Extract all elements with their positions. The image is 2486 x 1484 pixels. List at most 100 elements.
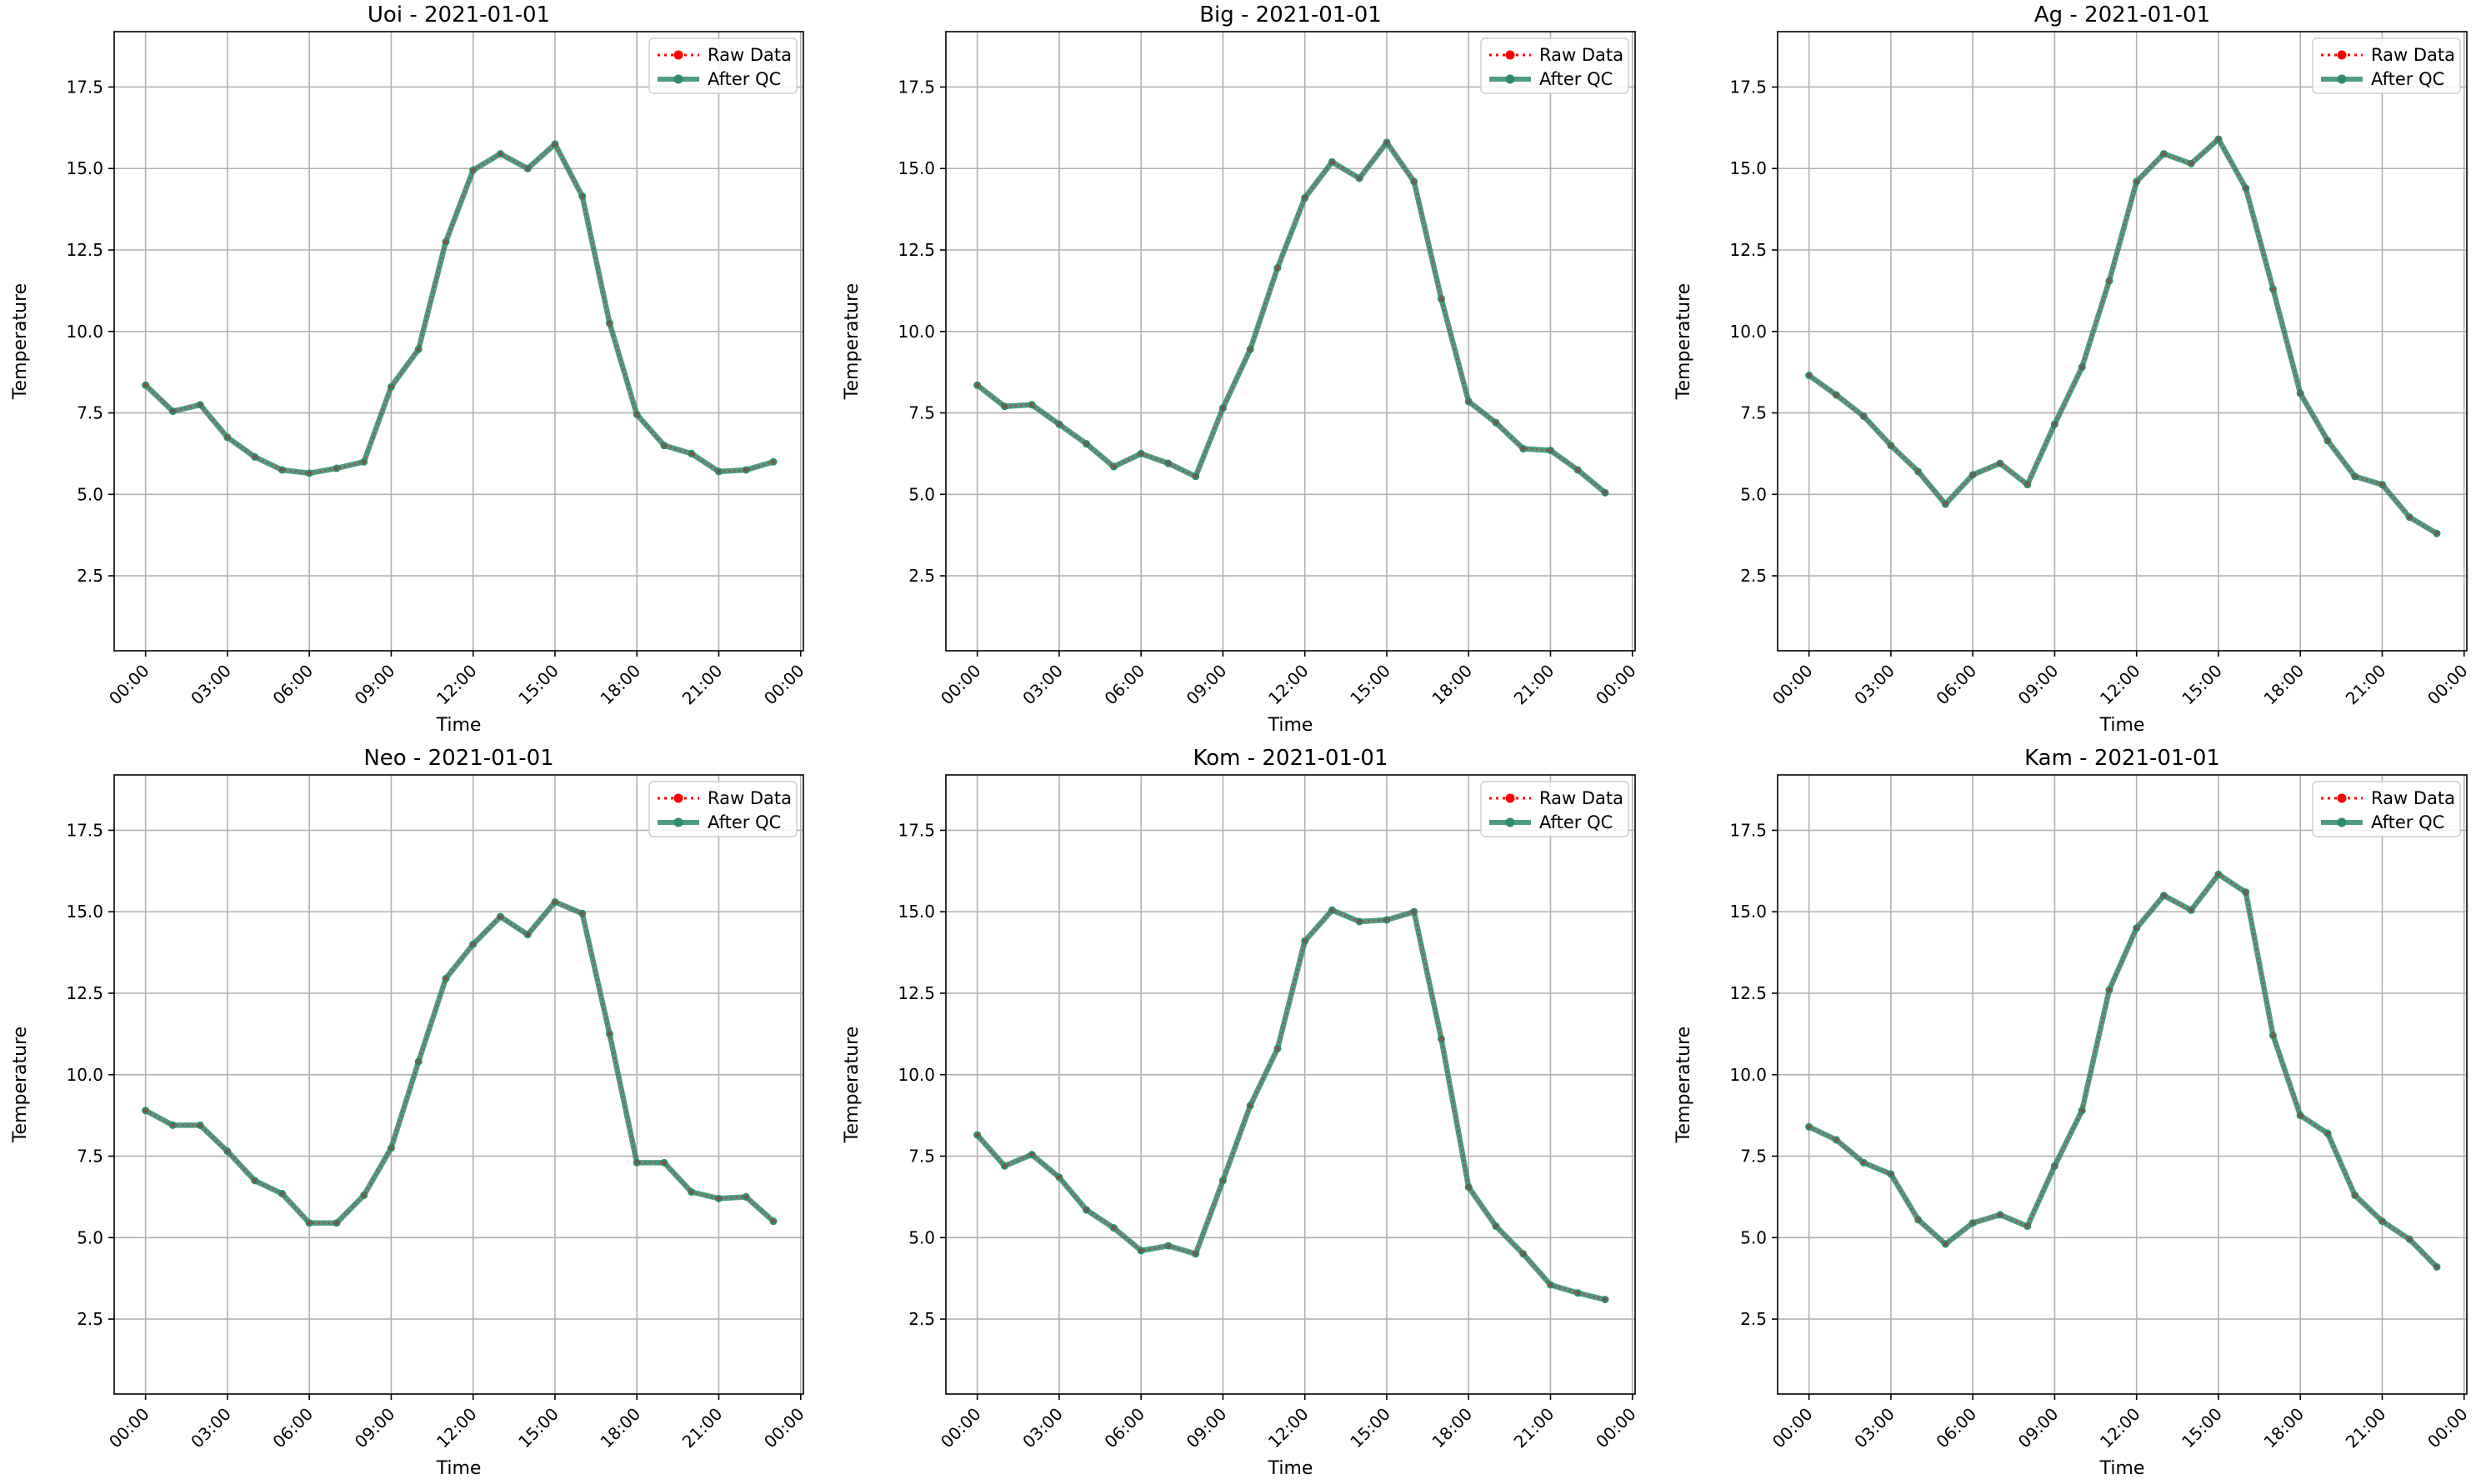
data-point-after-qc (469, 166, 478, 174)
legend-label-raw-data: Raw Data (708, 45, 792, 65)
x-tick-label: 12:00 (2096, 1404, 2144, 1452)
data-point-raw-data (635, 1161, 639, 1165)
data-point-raw-data (2271, 1033, 2275, 1038)
data-point-raw-data (471, 167, 475, 172)
y-tick-label: 15.0 (1729, 902, 1767, 922)
legend: Raw Data After QC (648, 37, 798, 94)
data-point-raw-data (1275, 1047, 1280, 1051)
data-point-raw-data (1998, 461, 2003, 466)
x-tick-label: 18:00 (2259, 1404, 2308, 1452)
legend-marker-after-qc (673, 74, 683, 84)
data-point-after-qc (1968, 1219, 1977, 1227)
data-point-raw-data (1275, 266, 1280, 270)
chart-title: Uoi - 2021-01-01 (368, 2, 550, 27)
data-point-raw-data (2408, 515, 2412, 519)
data-point-after-qc (1805, 1122, 1813, 1131)
data-point-raw-data (1493, 1224, 1498, 1228)
data-point-after-qc (1137, 1247, 1145, 1255)
legend: Raw Data After QC (1480, 37, 1629, 94)
data-point-raw-data (1807, 1125, 1811, 1129)
data-point-raw-data (2216, 137, 2221, 142)
data-point-raw-data (608, 321, 612, 326)
data-point-raw-data (2053, 1164, 2057, 1168)
legend-label-after-qc: After QC (708, 812, 781, 832)
y-tick-label: 2.5 (77, 566, 103, 586)
y-tick-label: 7.5 (908, 403, 935, 423)
data-point-raw-data (1330, 160, 1334, 164)
x-axis-label: Time (2099, 1458, 2145, 1479)
data-point-raw-data (1358, 176, 1362, 181)
x-axis-label: Time (436, 715, 482, 736)
data-point-raw-data (2325, 438, 2330, 442)
chart-title: Big - 2021-01-01 (1199, 2, 1382, 27)
data-point-raw-data (280, 1192, 284, 1196)
data-point-raw-data (1970, 472, 1975, 477)
data-point-raw-data (1112, 464, 1116, 469)
data-point-after-qc (414, 1057, 423, 1066)
x-tick-label: 00:00 (1592, 1404, 1640, 1452)
legend-marker-after-qc (2337, 817, 2347, 827)
y-tick-label: 15.0 (1729, 158, 1767, 178)
legend-label-raw-data: Raw Data (708, 788, 792, 808)
chart-panel: Ag - 2021-01-01 00:00 03:00 06:00 09:00 12:00… (1673, 2, 2472, 736)
y-axis-label: Temperature (1673, 283, 1694, 400)
legend-label-after-qc: After QC (708, 69, 781, 89)
data-point-raw-data (1248, 1103, 1253, 1108)
data-point-raw-data (1138, 452, 1143, 456)
y-tick-label: 5.0 (1740, 484, 1767, 504)
data-point-raw-data (280, 467, 284, 472)
data-point-after-qc (2105, 277, 2113, 285)
x-tick-label: 00:00 (105, 1404, 153, 1452)
x-axis-label: Time (436, 1458, 482, 1479)
data-point-after-qc (2378, 481, 2386, 489)
y-tick-label: 17.5 (1729, 820, 1767, 840)
chart-title: Neo - 2021-01-01 (363, 746, 553, 771)
x-tick-label: 15:00 (2178, 661, 2226, 709)
data-point-after-qc (2159, 150, 2168, 158)
data-point-raw-data (1439, 1037, 1443, 1041)
series-line-raw-data (977, 141, 1606, 494)
data-point-after-qc (1437, 1035, 1445, 1043)
y-tick-label: 10.0 (898, 322, 935, 342)
y-tick-label: 7.5 (77, 403, 103, 423)
legend-label-raw-data: Raw Data (2371, 788, 2455, 808)
x-tick-label: 00:00 (1768, 661, 1817, 709)
data-point-raw-data (389, 385, 393, 389)
x-tick-label: 09:00 (2014, 1404, 2063, 1452)
data-point-raw-data (1003, 404, 1007, 408)
y-tick-label: 7.5 (1740, 1147, 1767, 1167)
data-point-raw-data (1888, 443, 1893, 447)
data-point-raw-data (2189, 908, 2193, 912)
data-point-raw-data (443, 977, 448, 981)
data-point-after-qc (1546, 447, 1554, 455)
data-point-raw-data (2380, 1219, 2384, 1223)
x-tick-label: 06:00 (268, 661, 317, 709)
legend-label-after-qc: After QC (1539, 69, 1613, 89)
chart-panel: Big - 2021-01-01 00:00 03:00 06:00 09:00 12:0… (842, 2, 1640, 736)
x-tick-label: 03:00 (1850, 661, 1898, 709)
data-point-raw-data (2079, 1108, 2084, 1112)
y-tick-label: 5.0 (1740, 1227, 1767, 1247)
data-point-raw-data (1358, 919, 1362, 924)
data-point-raw-data (1303, 196, 1307, 200)
data-point-raw-data (225, 1149, 230, 1153)
data-point-raw-data (171, 1123, 175, 1127)
data-point-raw-data (1834, 392, 1838, 397)
y-tick-label: 2.5 (1740, 566, 1767, 586)
data-point-raw-data (198, 402, 203, 407)
data-point-raw-data (1384, 140, 1389, 145)
y-axis-label: Temperature (10, 283, 31, 400)
series-line-after-qc (143, 141, 774, 477)
y-tick-label: 5.0 (908, 1227, 935, 1247)
data-point-after-qc (1164, 1242, 1173, 1250)
data-point-raw-data (1003, 1164, 1007, 1168)
data-point-raw-data (1412, 910, 1416, 914)
series-line-after-qc (975, 907, 1606, 1302)
data-point-raw-data (717, 469, 721, 474)
y-axis-label: Temperature (10, 1027, 31, 1143)
data-point-after-qc (1519, 445, 1528, 453)
x-tick-label: 03:00 (1850, 1404, 1898, 1452)
series-line-after-qc (1808, 872, 2439, 1269)
y-tick-label: 10.0 (66, 322, 103, 342)
x-tick-label: 21:00 (1510, 661, 1558, 709)
